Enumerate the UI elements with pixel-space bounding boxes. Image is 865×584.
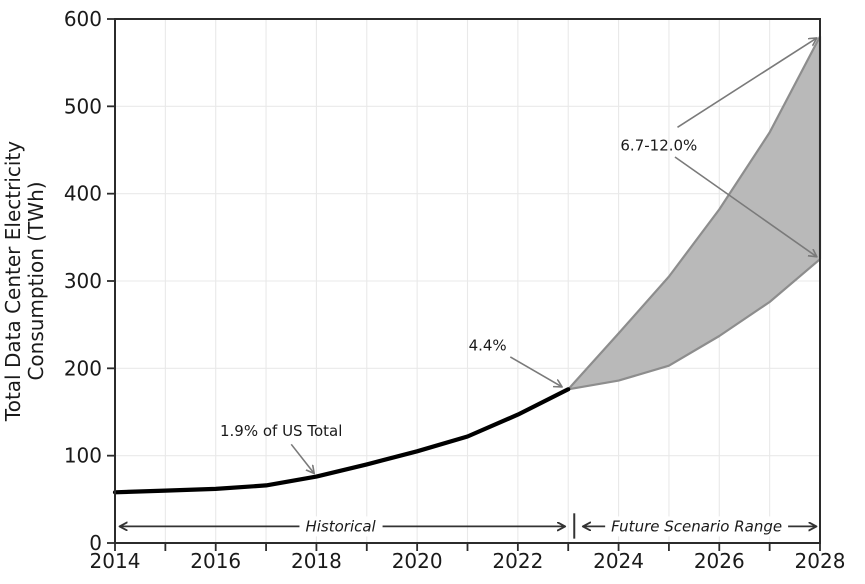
annotation-arrow bbox=[674, 156, 817, 257]
historical-line bbox=[112, 387, 571, 495]
annotation-text: 1.9% of US Total bbox=[220, 422, 342, 440]
x-tick-label: 2020 bbox=[392, 549, 443, 573]
annotation-text: 6.7-12.0% bbox=[620, 137, 697, 155]
plot-border bbox=[114, 18, 821, 544]
annotation-arrow bbox=[677, 38, 816, 128]
x-tick-label: 2028 bbox=[795, 549, 846, 573]
axis-ticks: 2014 2016 2018 2020 2022 2024 2026 2028 0 100 200 3… bbox=[64, 7, 846, 573]
annotation-text: 4.4% bbox=[469, 337, 507, 355]
y-axis-label: Total Data Center Electricity Consumption… bbox=[1, 141, 48, 422]
range-labels: Historical Future Scenario Range bbox=[120, 516, 816, 537]
y-tick-label: 600 bbox=[64, 7, 102, 31]
range-label-backing bbox=[299, 516, 383, 537]
y-tick-label: 400 bbox=[64, 182, 102, 206]
y-axis-label-line2: Consumption (TWh) bbox=[24, 181, 48, 380]
x-tick-label: 2026 bbox=[694, 549, 745, 573]
annotation-arrow bbox=[509, 356, 561, 387]
y-axis-label-line1: Total Data Center Electricity bbox=[1, 141, 25, 422]
range-label-backing bbox=[605, 516, 789, 537]
annotations: 1.9% of US Total 4.4% 6.7-12.0% bbox=[220, 38, 816, 473]
y-tick-label: 0 bbox=[89, 531, 102, 555]
y-tick-label: 500 bbox=[64, 94, 102, 118]
range-label-text: Future Scenario Range bbox=[611, 517, 782, 535]
x-tick-label: 2022 bbox=[492, 549, 543, 573]
x-tick-label: 2016 bbox=[190, 549, 241, 573]
range-label-text: Historical bbox=[305, 517, 376, 535]
y-tick-label: 300 bbox=[64, 269, 102, 293]
x-tick-label: 2014 bbox=[90, 549, 141, 573]
y-tick-label: 200 bbox=[64, 356, 102, 380]
x-tick-label: 2024 bbox=[593, 549, 644, 573]
x-tick-label: 2018 bbox=[291, 549, 342, 573]
annotation-arrow bbox=[290, 443, 314, 473]
y-tick-label: 100 bbox=[64, 444, 102, 468]
